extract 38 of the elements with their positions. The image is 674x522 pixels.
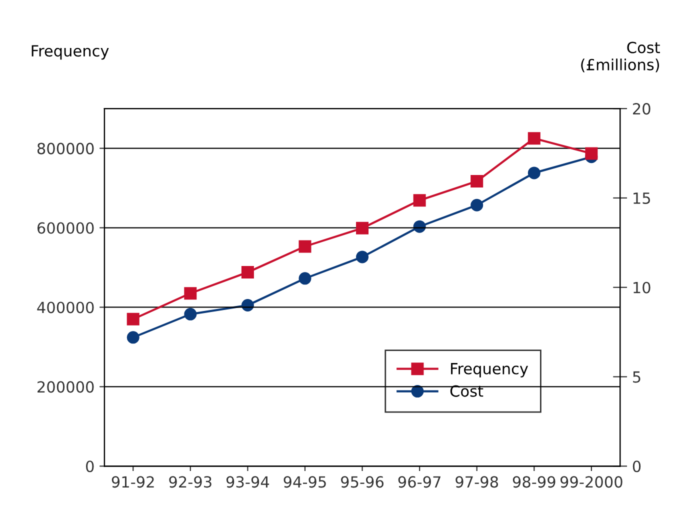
y-tick-label: 0 [86, 460, 94, 472]
x-tick-label: 97-98 [456, 476, 498, 488]
y2-tick-label: 5 [633, 371, 640, 383]
point [298, 240, 312, 253]
y-tick-label: 800000 [37, 142, 94, 154]
point [413, 194, 426, 207]
y-tick-label: 600000 [37, 222, 94, 234]
y2-axis-title: Cost (£millions) [581, 42, 660, 72]
point [241, 266, 254, 279]
point [184, 287, 197, 300]
y-axis-title: Frequency [32, 45, 109, 60]
point [585, 147, 598, 160]
x-tick-label: 95-96 [341, 476, 384, 488]
point [298, 272, 312, 285]
point [356, 250, 369, 264]
legend-label: Cost [450, 385, 484, 397]
y2-tick-label: 0 [632, 460, 641, 472]
point [126, 312, 140, 326]
point [184, 308, 197, 320]
x-tick-label: 96-97 [398, 476, 440, 488]
y2-tick-label: 10 [634, 282, 650, 294]
x-tick-label: 93-94 [226, 476, 270, 488]
point [470, 198, 484, 212]
x-tick-label: 92-93 [169, 476, 212, 488]
point [356, 222, 369, 234]
y2-tick-label: 15 [634, 192, 650, 204]
point [126, 331, 140, 344]
x-tick-label: 94-95 [284, 476, 326, 488]
point [528, 132, 540, 145]
y2-tick-label: 20 [633, 103, 650, 115]
point [528, 166, 540, 180]
x-tick-label: 99-2000 [560, 476, 622, 488]
point [470, 175, 484, 188]
x-tick-label: 98-99 [512, 476, 556, 488]
y-tick-label: 200000 [38, 381, 94, 393]
legend-label: Frequency [451, 363, 528, 378]
y-tick-label: 400000 [37, 302, 94, 314]
x-tick-label: 91-92 [112, 476, 154, 488]
